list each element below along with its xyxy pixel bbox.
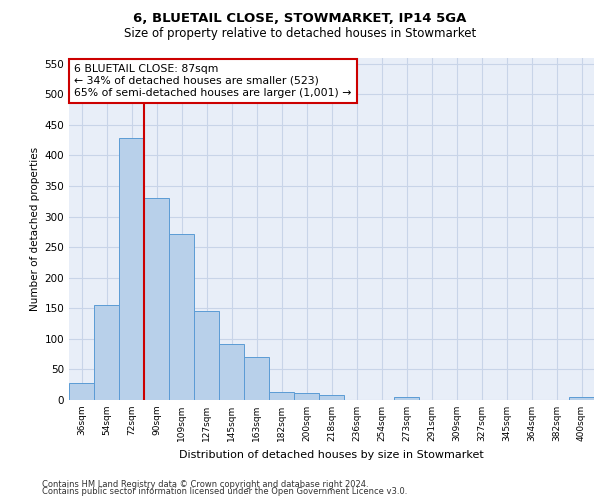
- Bar: [144, 198, 169, 400]
- Bar: [269, 392, 294, 400]
- Text: 6 BLUETAIL CLOSE: 87sqm
← 34% of detached houses are smaller (523)
65% of semi-d: 6 BLUETAIL CLOSE: 87sqm ← 34% of detache…: [74, 64, 352, 98]
- Bar: [394, 397, 419, 400]
- X-axis label: Distribution of detached houses by size in Stowmarket: Distribution of detached houses by size …: [179, 450, 484, 460]
- Bar: [94, 305, 119, 400]
- Text: Contains public sector information licensed under the Open Government Licence v3: Contains public sector information licen…: [42, 487, 407, 496]
- Bar: [169, 234, 194, 400]
- Bar: [69, 383, 94, 400]
- Bar: [244, 357, 269, 400]
- Text: Size of property relative to detached houses in Stowmarket: Size of property relative to detached ho…: [124, 28, 476, 40]
- Bar: [569, 397, 594, 400]
- Bar: [194, 312, 219, 400]
- Bar: [119, 138, 144, 400]
- Bar: [294, 394, 319, 400]
- Bar: [219, 344, 244, 400]
- Y-axis label: Number of detached properties: Number of detached properties: [30, 146, 40, 311]
- Bar: [319, 395, 344, 400]
- Text: Contains HM Land Registry data © Crown copyright and database right 2024.: Contains HM Land Registry data © Crown c…: [42, 480, 368, 489]
- Text: 6, BLUETAIL CLOSE, STOWMARKET, IP14 5GA: 6, BLUETAIL CLOSE, STOWMARKET, IP14 5GA: [133, 12, 467, 26]
